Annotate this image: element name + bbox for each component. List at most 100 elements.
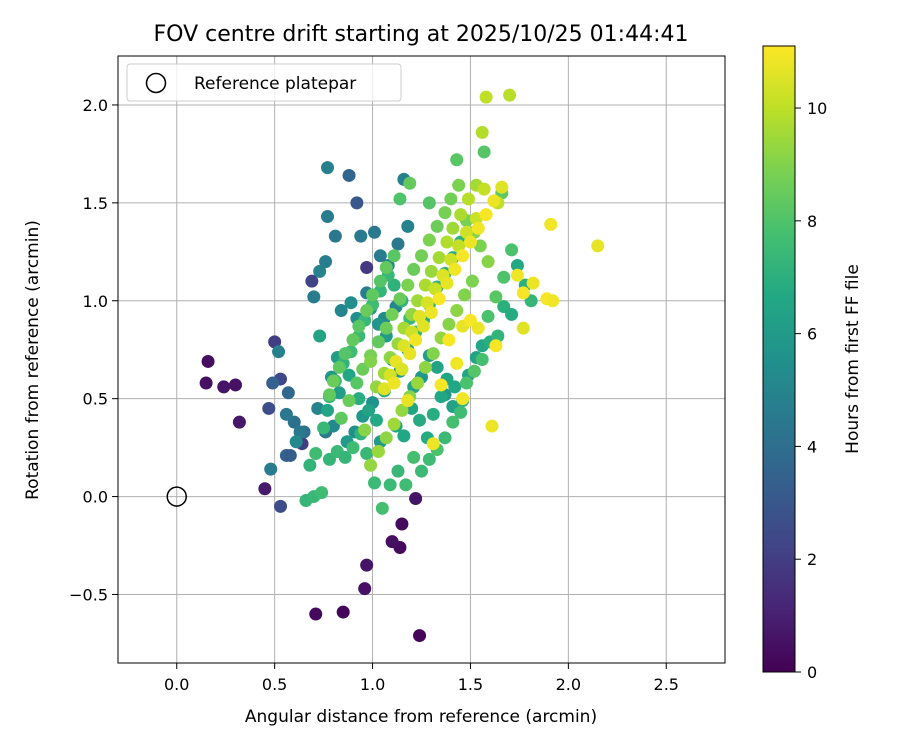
y-tick-label: 1.0 bbox=[83, 292, 108, 311]
data-point bbox=[334, 411, 348, 425]
data-point bbox=[373, 249, 387, 263]
data-point bbox=[458, 288, 472, 302]
data-point bbox=[391, 237, 405, 251]
data-point bbox=[332, 386, 346, 400]
data-point bbox=[456, 392, 470, 406]
data-point bbox=[315, 486, 329, 500]
data-point bbox=[403, 176, 417, 190]
data-point bbox=[416, 319, 430, 333]
y-tick-label: 0.5 bbox=[83, 390, 108, 409]
x-tick-label: 0.5 bbox=[262, 675, 287, 694]
data-point bbox=[460, 376, 474, 390]
data-point bbox=[497, 270, 511, 284]
data-point bbox=[407, 262, 421, 276]
data-point bbox=[309, 446, 323, 460]
data-point bbox=[444, 192, 458, 206]
data-point bbox=[505, 243, 519, 257]
data-point bbox=[413, 629, 427, 643]
data-point bbox=[471, 221, 485, 235]
data-point bbox=[395, 517, 409, 531]
data-point bbox=[446, 221, 460, 235]
data-point bbox=[415, 464, 428, 478]
data-point bbox=[368, 225, 382, 239]
colorbar-tick-label: 0 bbox=[807, 663, 817, 682]
y-tick-label: −0.5 bbox=[69, 585, 108, 604]
data-point bbox=[489, 290, 503, 304]
data-point bbox=[424, 264, 438, 278]
y-tick-label: 1.5 bbox=[83, 194, 108, 213]
data-point bbox=[491, 329, 505, 343]
data-point bbox=[401, 394, 415, 408]
data-point bbox=[452, 178, 466, 192]
data-point bbox=[201, 354, 215, 368]
colorbar-label: Hours from first FF file bbox=[843, 264, 863, 454]
data-point bbox=[393, 192, 407, 206]
data-point bbox=[418, 278, 432, 292]
data-point bbox=[430, 360, 444, 374]
data-point bbox=[309, 607, 323, 621]
data-point bbox=[369, 413, 383, 427]
data-point bbox=[446, 415, 460, 429]
data-point bbox=[409, 492, 423, 506]
data-point bbox=[422, 452, 436, 466]
legend-marker-icon bbox=[145, 72, 167, 94]
data-point bbox=[377, 382, 391, 396]
legend-box bbox=[126, 63, 402, 102]
plot-area bbox=[118, 56, 725, 663]
data-point bbox=[311, 401, 325, 415]
data-point bbox=[379, 431, 393, 445]
data-point bbox=[228, 378, 242, 392]
x-tick-label: 2.5 bbox=[654, 675, 679, 694]
data-point bbox=[422, 196, 436, 210]
plot-frame bbox=[117, 55, 726, 664]
data-point bbox=[448, 262, 462, 276]
data-point bbox=[342, 394, 356, 408]
data-point bbox=[321, 403, 335, 417]
data-point bbox=[217, 380, 231, 394]
data-point bbox=[510, 268, 524, 282]
data-point bbox=[360, 260, 374, 274]
data-point bbox=[471, 321, 485, 335]
data-point bbox=[272, 345, 286, 359]
data-point bbox=[442, 317, 456, 331]
data-point bbox=[371, 445, 385, 459]
data-point bbox=[461, 192, 475, 206]
data-point bbox=[346, 441, 360, 455]
x-axis-ticks: 0.0 0.5 1.0 1.5 2.0 2.5 bbox=[164, 663, 679, 694]
data-point bbox=[452, 239, 466, 253]
colorbar: 0 2 4 6 8 10 Hours from first FF file bbox=[762, 45, 863, 682]
data-point bbox=[313, 264, 327, 278]
data-point bbox=[401, 278, 415, 292]
data-point bbox=[473, 239, 487, 253]
x-tick-label: 0.0 bbox=[164, 675, 189, 694]
data-point bbox=[430, 219, 444, 233]
data-point bbox=[426, 347, 440, 361]
data-point bbox=[454, 208, 468, 222]
data-point bbox=[364, 458, 378, 472]
data-point bbox=[281, 386, 295, 400]
data-point bbox=[379, 321, 393, 335]
data-point bbox=[434, 390, 448, 404]
data-point bbox=[426, 437, 440, 451]
data-point bbox=[385, 535, 399, 549]
data-point bbox=[591, 239, 605, 253]
data-point bbox=[477, 182, 491, 196]
data-points bbox=[199, 88, 605, 643]
data-point bbox=[258, 482, 272, 496]
data-point bbox=[346, 333, 360, 347]
data-point bbox=[344, 296, 358, 310]
x-tick-label: 1.0 bbox=[360, 675, 385, 694]
data-point bbox=[510, 259, 524, 273]
colorbar-ticks: 0 2 4 6 8 10 bbox=[795, 99, 827, 682]
data-point bbox=[485, 419, 499, 433]
data-point bbox=[321, 161, 335, 175]
data-point bbox=[526, 276, 540, 290]
data-point bbox=[448, 380, 462, 394]
data-point bbox=[266, 376, 280, 390]
data-point bbox=[403, 347, 417, 361]
data-point bbox=[391, 464, 405, 478]
data-point bbox=[387, 278, 401, 292]
data-point bbox=[450, 304, 464, 318]
data-point bbox=[342, 168, 356, 182]
